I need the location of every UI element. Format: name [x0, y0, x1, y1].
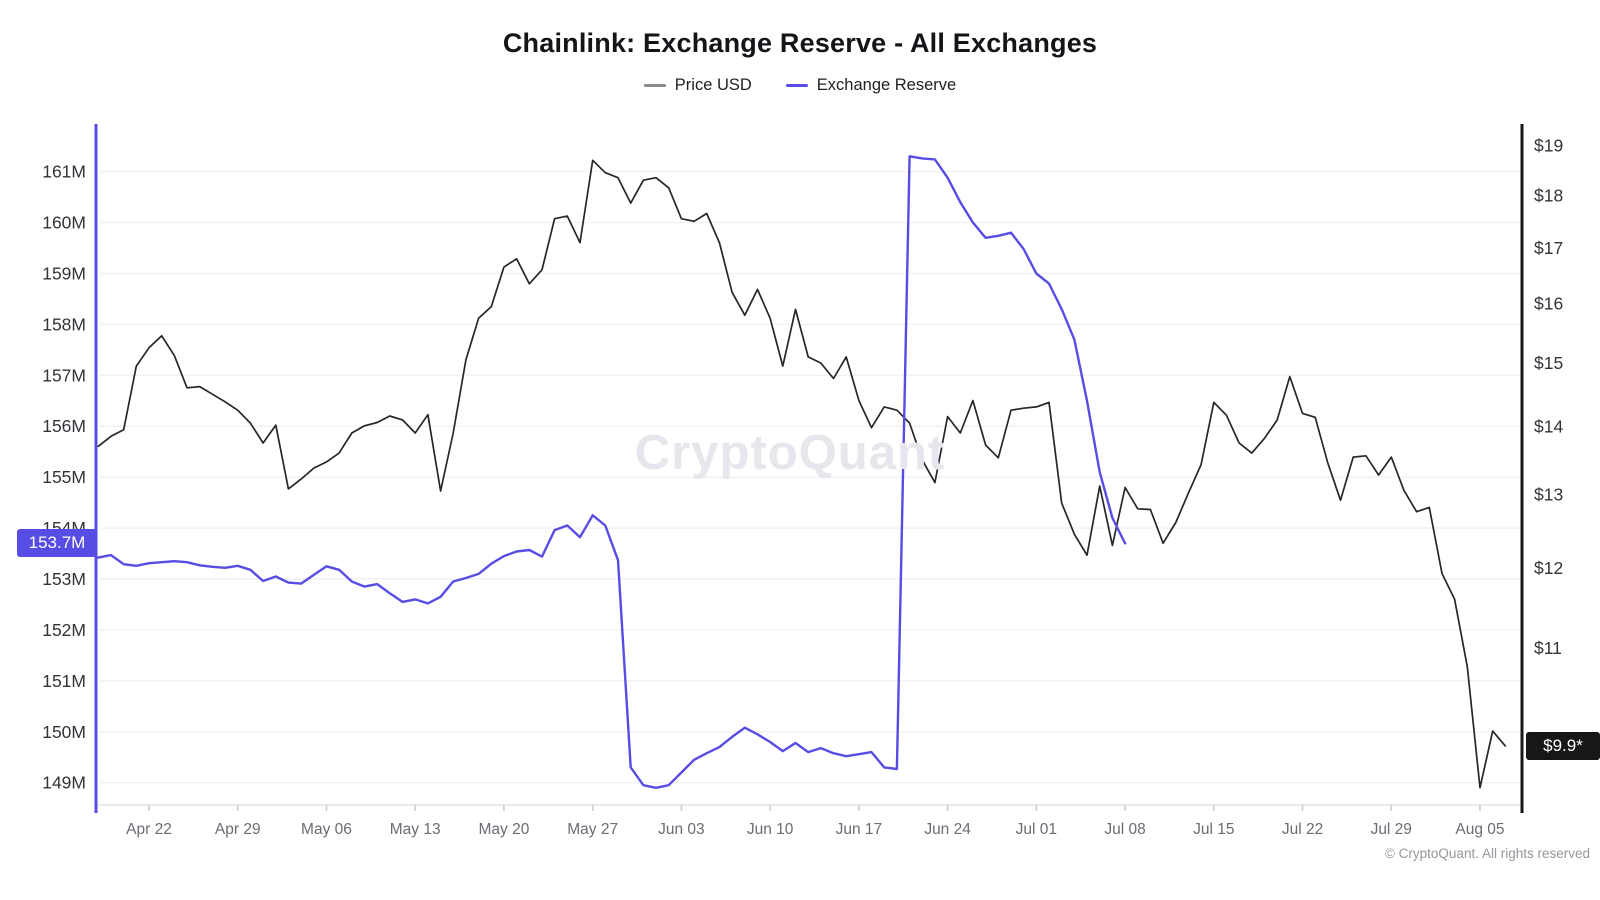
right-tick-label: $19 [1534, 136, 1563, 156]
x-tick-label: Jul 08 [1104, 821, 1145, 838]
x-tick-label: Apr 29 [215, 821, 261, 838]
x-tick-label: Jun 24 [924, 821, 971, 838]
legend-label-reserve: Exchange Reserve [816, 76, 957, 94]
price-usd-line[interactable] [97, 159, 1507, 789]
left-tick-label: 150M [42, 722, 86, 742]
x-tick-label: Jul 01 [1016, 821, 1057, 838]
copyright-note: © CryptoQuant. All rights reserved [1384, 846, 1590, 861]
x-tick-label: May 20 [479, 821, 530, 838]
page-title: Chainlink: Exchange Reserve - All Exchan… [502, 28, 1098, 58]
left-tick-label: 155M [42, 467, 86, 487]
right-tick-label: $17 [1534, 238, 1563, 258]
left-tick-label: 161M [42, 162, 86, 182]
x-tick-label: May 27 [567, 821, 618, 838]
gridlines [100, 170, 1520, 784]
right-tick-label: $16 [1534, 294, 1563, 314]
left-tick-label: 149M [42, 773, 86, 793]
left-tick-label: 159M [42, 263, 86, 283]
x-axis: Apr 22 Apr 29 May 06 May 13 May 20 May 27 Jun … [96, 804, 1522, 838]
x-tick-label: Aug 05 [1455, 821, 1504, 838]
legend-item-price[interactable]: Price USD [643, 76, 752, 95]
x-tick-label: Apr 22 [126, 821, 172, 838]
left-tick-label: 151M [42, 671, 86, 691]
reserve-last-value-badge: 153.7M [17, 529, 97, 557]
x-tick-label: Jun 17 [836, 821, 883, 838]
price-last-value-badge: $9.9* [1526, 732, 1600, 760]
right-tick-label: $11 [1534, 638, 1562, 658]
x-tick-label: Jun 10 [747, 821, 794, 838]
right-tick-label: $18 [1534, 185, 1563, 205]
right-axis-labels: $19 $18 $17 $16 $15 $14 $13 $12 $11 [1534, 136, 1563, 658]
legend-item-reserve[interactable]: Exchange Reserve [785, 76, 957, 95]
x-tick-label: Jul 29 [1371, 821, 1412, 838]
left-tick-label: 153M [42, 569, 86, 589]
price-line-swatch-icon [643, 84, 666, 87]
exchange-reserve-line[interactable] [97, 155, 1127, 789]
right-tick-label: $15 [1534, 353, 1563, 373]
x-tick-label: Jul 22 [1282, 821, 1323, 838]
left-axis-labels: 161M160M159M158M157M156M155M154M153M152M… [42, 162, 86, 793]
legend-label-price: Price USD [674, 76, 752, 94]
right-tick-label: $12 [1534, 558, 1563, 578]
x-tick-label: Jun 03 [658, 821, 705, 838]
x-tick-label: May 06 [301, 821, 352, 838]
reserve-line-swatch-icon [785, 84, 808, 87]
left-tick-label: 158M [42, 314, 86, 334]
left-tick-label: 152M [42, 620, 86, 640]
right-tick-label: $13 [1534, 485, 1563, 505]
left-tick-label: 156M [42, 416, 86, 436]
left-tick-label: 160M [42, 213, 86, 233]
legend: Price USD Exchange Reserve [0, 76, 1600, 95]
right-tick-label: $14 [1534, 416, 1563, 436]
x-tick-label: Jul 15 [1193, 821, 1234, 838]
left-tick-label: 157M [42, 365, 86, 385]
x-tick-label: May 13 [390, 821, 441, 838]
